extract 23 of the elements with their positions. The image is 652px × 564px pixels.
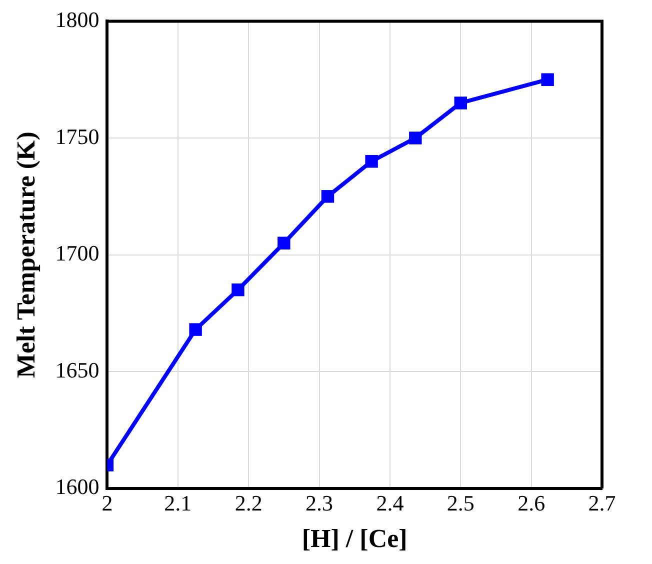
- x-tick-label: 2.7: [588, 490, 616, 516]
- point: [454, 96, 467, 110]
- point: [278, 236, 290, 250]
- x-tick-label: 2.5: [446, 490, 474, 516]
- point: [232, 283, 244, 296]
- x-tick-label: 2.1: [164, 490, 192, 516]
- point: [365, 154, 378, 168]
- y-tick-label: 1650: [55, 357, 100, 382]
- y-tick-label: 1700: [55, 240, 100, 266]
- point: [189, 323, 202, 336]
- point: [321, 190, 334, 203]
- x-axis-title: [H] / [Ce]: [302, 524, 408, 554]
- point: [409, 132, 422, 144]
- y-tick-label: 1800: [55, 6, 100, 32]
- x-tick-label: 2.2: [234, 490, 262, 516]
- x-tick-label: 2.3: [306, 490, 334, 516]
- point: [541, 73, 554, 86]
- y-tick-label: 1600: [55, 474, 100, 500]
- y-axis-title: Melt Temperature (K): [11, 132, 40, 378]
- x-tick-label: 2: [102, 490, 113, 516]
- y-tick-label: 1750: [55, 124, 100, 149]
- x-tick-label: 2.6: [518, 490, 546, 516]
- x-tick-label: 2.4: [376, 490, 404, 516]
